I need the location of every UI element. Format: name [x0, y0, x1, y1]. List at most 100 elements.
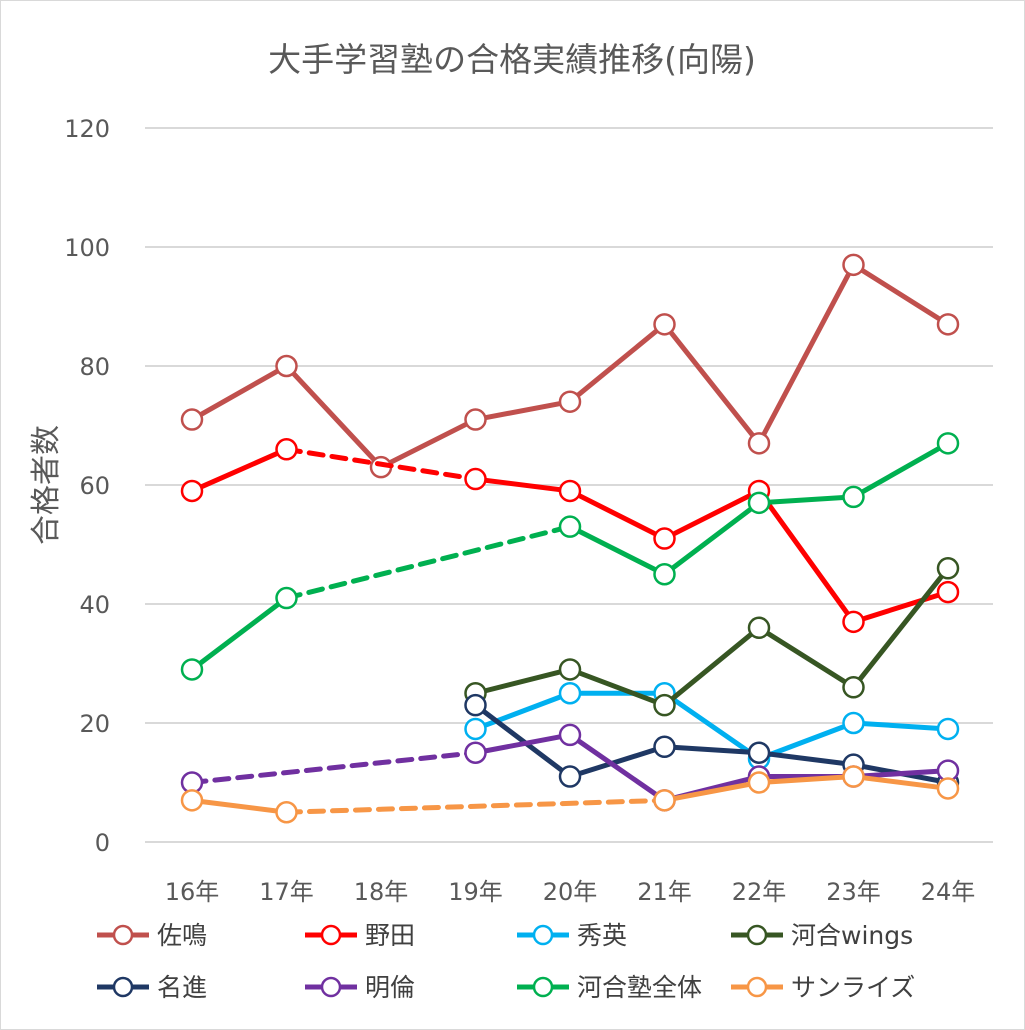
x-tick-label: 18年: [354, 878, 409, 906]
x-tick-label: 17年: [259, 878, 314, 906]
data-point: [936, 432, 960, 455]
data-point: [558, 390, 582, 413]
legend-swatch-marker: [532, 976, 554, 998]
series-line-segment: [756, 488, 856, 625]
series-line-segment: [567, 744, 667, 780]
series-0: [180, 253, 960, 479]
data-point: [747, 771, 771, 794]
y-tick-label: 80: [79, 353, 110, 381]
data-point: [936, 717, 960, 741]
legend-label: 佐鳴: [157, 921, 207, 950]
legend-item: 河合塾全体: [517, 973, 702, 1002]
data-point: [653, 693, 676, 717]
chart-title: 大手学習塾の合格実績推移(向陽): [268, 40, 756, 79]
legend-swatch-marker: [112, 924, 134, 946]
legend-swatch-marker: [532, 924, 554, 946]
series-line-segment: [756, 750, 856, 768]
data-point: [653, 563, 676, 586]
series-line-segment: [189, 446, 289, 494]
data-point: [464, 741, 487, 764]
series-line-segment: [567, 732, 667, 803]
series-line-segment: [284, 446, 478, 482]
y-tick-label: 0: [95, 829, 110, 857]
data-point: [558, 658, 582, 681]
series-layer: [180, 253, 960, 824]
x-axis-ticks: 16年 17年 18年 19年 20年 21年 22年 23年 24年: [165, 878, 976, 906]
x-tick-label: 20年: [543, 878, 598, 906]
data-point: [275, 586, 298, 610]
x-tick-label: 16年: [165, 878, 220, 906]
x-tick-label: 22年: [732, 878, 787, 906]
legend-item: 河合wings: [731, 921, 913, 950]
legend-label: 河合wings: [791, 921, 913, 950]
series-7: [180, 765, 960, 824]
series-line-segment: [662, 488, 762, 542]
data-point: [747, 432, 771, 455]
series-1: [180, 438, 960, 634]
data-point: [464, 467, 487, 491]
series-line-segment: [473, 732, 573, 756]
legend-swatch-marker: [746, 924, 768, 946]
data-point: [653, 789, 676, 812]
series-line-segment: [473, 690, 573, 732]
series-line-segment: [189, 363, 289, 423]
series-6: [180, 432, 960, 681]
series-line-segment: [756, 262, 856, 446]
data-point: [558, 765, 582, 788]
legend-item: サンライズ: [731, 973, 915, 1002]
legend-swatch-marker: [112, 976, 134, 998]
series-line-segment: [851, 768, 951, 780]
legend-item: 野田: [305, 921, 415, 950]
series-line-segment: [756, 494, 856, 506]
data-point: [464, 408, 487, 431]
series-line-segment: [473, 476, 573, 494]
series-line-segment: [567, 321, 667, 405]
data-point: [842, 711, 865, 735]
y-tick-label: 120: [64, 115, 110, 143]
legend-label: サンライズ: [791, 973, 915, 1002]
x-tick-label: 21年: [637, 878, 692, 906]
series-line-segment: [851, 565, 951, 690]
data-point: [275, 801, 298, 824]
data-point: [180, 479, 204, 503]
series-line-segment: [662, 780, 762, 803]
data-point: [842, 676, 865, 699]
data-point: [653, 313, 676, 336]
data-point: [653, 527, 676, 550]
data-point: [936, 313, 960, 336]
data-point: [558, 723, 582, 747]
legend-item: 佐鳴: [97, 921, 207, 950]
series-line-segment: [851, 774, 951, 791]
legend-swatch-marker: [320, 976, 342, 998]
series-line-segment: [473, 666, 573, 696]
y-axis-label: 合格者数: [29, 425, 64, 545]
series-line-segment: [851, 589, 951, 625]
series-3: [464, 557, 960, 717]
y-tick-label: 60: [79, 472, 110, 500]
data-point: [464, 693, 487, 717]
series-line-segment: [756, 774, 856, 785]
data-point: [747, 741, 771, 764]
data-point: [842, 253, 865, 277]
series-line-segment: [851, 440, 951, 500]
data-point: [180, 408, 204, 431]
series-line-segment: [662, 321, 762, 446]
data-point: [275, 354, 298, 378]
data-point: [180, 658, 204, 681]
series-line-segment: [756, 625, 856, 690]
legend-label: 明倫: [365, 973, 415, 1002]
data-point: [747, 491, 771, 515]
data-point: [653, 735, 676, 759]
legend-label: 野田: [365, 921, 415, 950]
data-point: [275, 438, 298, 461]
data-point: [842, 485, 865, 509]
series-line-segment: [662, 744, 762, 756]
series-line-segment: [189, 750, 478, 785]
x-tick-label: 19年: [448, 878, 503, 906]
series-line-segment: [473, 399, 573, 423]
y-tick-label: 20: [79, 710, 110, 738]
series-line-segment: [851, 262, 951, 327]
y-tick-label: 100: [64, 234, 110, 262]
